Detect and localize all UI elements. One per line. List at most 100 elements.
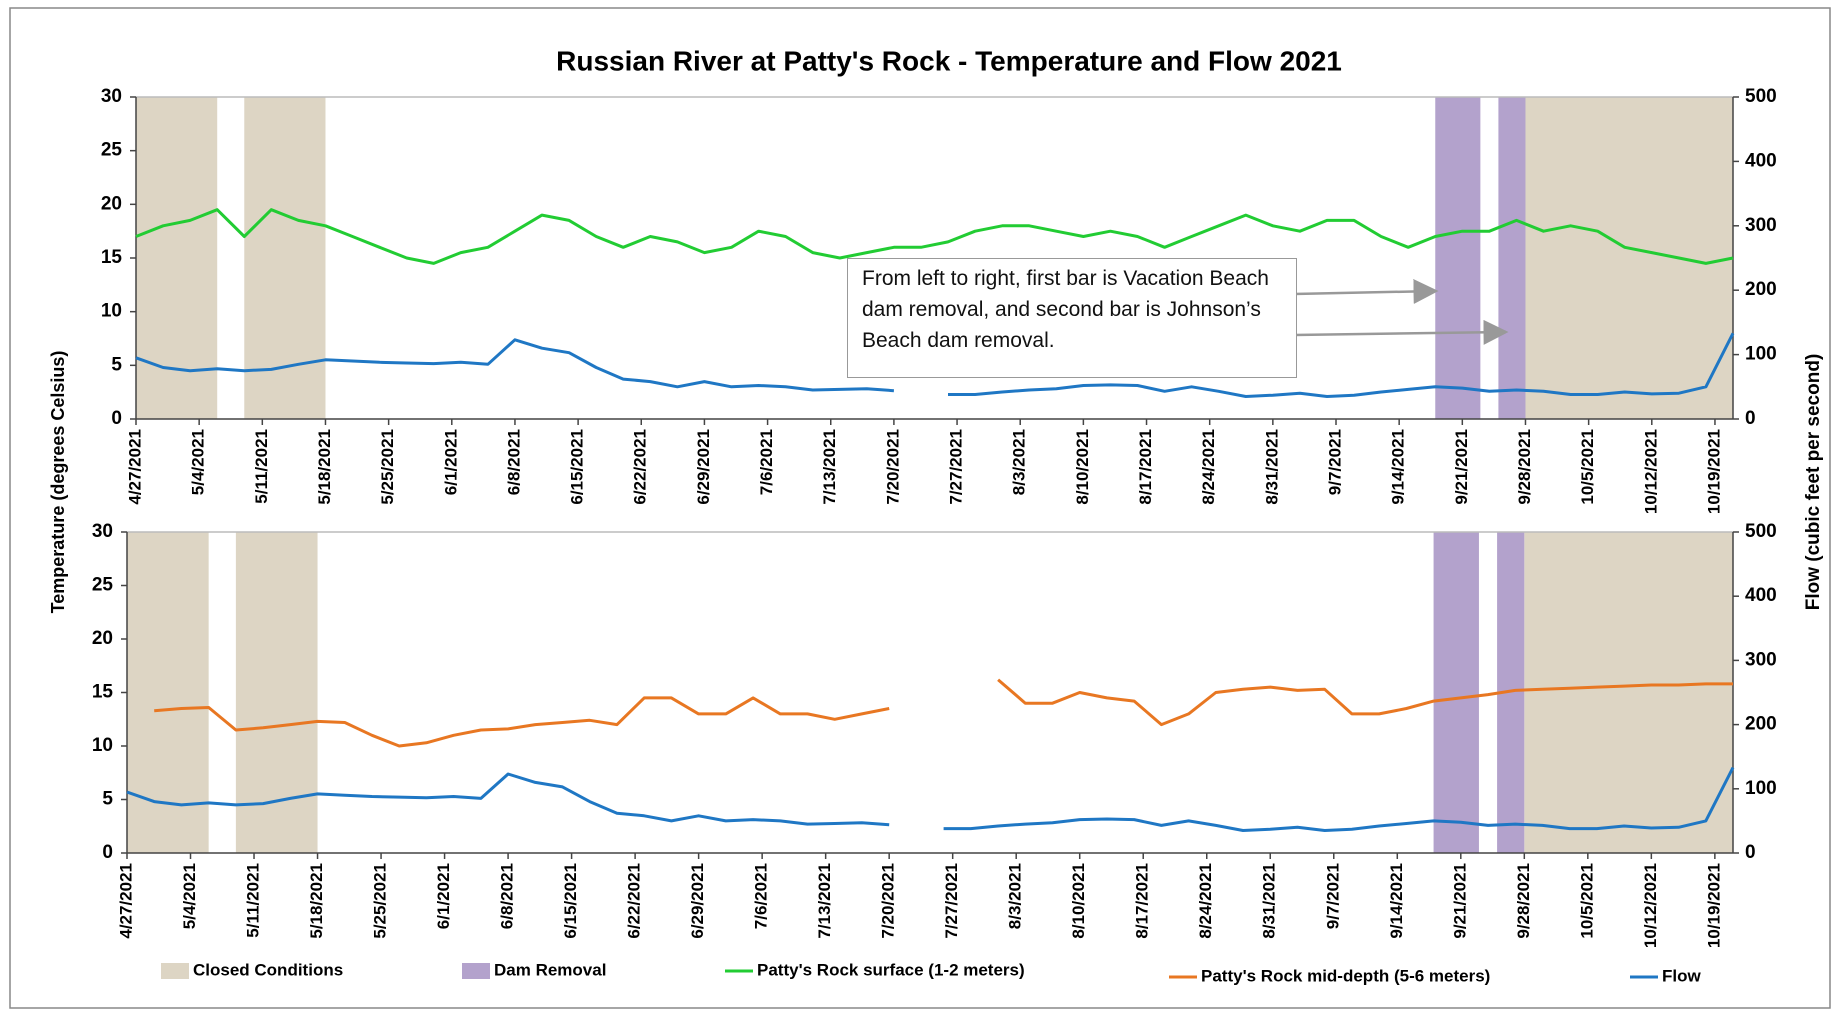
y-tick-label: 10 <box>92 735 113 756</box>
y-tick-label: 20 <box>101 193 122 214</box>
legend-label: Closed Conditions <box>193 960 343 979</box>
x-tick-label: 10/12/2021 <box>1641 863 1660 948</box>
x-tick-label: 9/7/2021 <box>1325 429 1344 495</box>
x-tick-label: 7/20/2021 <box>883 429 902 505</box>
y2-tick-label: 400 <box>1745 585 1777 606</box>
x-tick-label: 6/8/2021 <box>504 429 523 495</box>
x-tick-label: 10/19/2021 <box>1704 863 1723 948</box>
y-tick-label: 30 <box>92 521 113 542</box>
x-tick-label: 6/1/2021 <box>441 429 460 495</box>
x-tick-label: 6/22/2021 <box>631 429 650 505</box>
legend-label: Dam Removal <box>494 960 606 979</box>
x-tick-label: 4/27/2021 <box>125 429 144 505</box>
x-tick-label: 9/28/2021 <box>1514 863 1533 939</box>
y2-tick-label: 100 <box>1745 778 1777 799</box>
x-tick-label: 6/8/2021 <box>498 863 517 929</box>
x-tick-label: 6/29/2021 <box>688 863 707 939</box>
x-tick-label: 8/24/2021 <box>1199 429 1218 505</box>
shaded-span <box>1498 97 1526 419</box>
y-tick-label: 15 <box>92 682 114 703</box>
y2-tick-label: 100 <box>1745 344 1777 365</box>
x-tick-label: 8/3/2021 <box>1006 863 1025 929</box>
x-tick-label: 7/6/2021 <box>752 863 771 929</box>
x-tick-label: 9/21/2021 <box>1450 863 1469 939</box>
x-tick-label: 7/20/2021 <box>879 863 898 939</box>
x-tick-label: 8/3/2021 <box>1010 429 1029 495</box>
x-tick-label: 7/6/2021 <box>757 429 776 495</box>
x-tick-label: 9/7/2021 <box>1323 863 1342 929</box>
series-line <box>135 208 1734 265</box>
annotation: From left to right, first bar is Vacatio… <box>847 258 1297 378</box>
x-tick-label: 5/11/2021 <box>244 863 263 938</box>
x-tick-label: 8/10/2021 <box>1069 863 1088 939</box>
chart-title: Russian River at Patty's Rock - Temperat… <box>556 45 1342 76</box>
x-tick-label: 6/15/2021 <box>568 429 587 505</box>
x-tick-label: 5/4/2021 <box>180 863 199 929</box>
y2-axis-label: Flow (cubic feet per second) <box>1803 354 1824 611</box>
x-tick-label: 8/31/2021 <box>1260 863 1279 939</box>
y2-tick-label: 500 <box>1745 521 1777 542</box>
legend-label: Patty's Rock mid-depth (5-6 meters) <box>1201 966 1490 985</box>
y-tick-label: 25 <box>101 140 123 161</box>
y2-tick-label: 300 <box>1745 215 1777 236</box>
y-axis-label: Temperature (degrees Celsius) <box>48 351 68 614</box>
y-tick-label: 15 <box>101 247 123 268</box>
shaded-span <box>1435 97 1481 419</box>
y2-tick-label: 200 <box>1745 279 1777 300</box>
x-tick-label: 8/17/2021 <box>1133 863 1152 939</box>
shaded-span <box>1525 97 1733 419</box>
x-tick-label: 4/27/2021 <box>116 863 135 939</box>
x-tick-label: 9/28/2021 <box>1515 429 1534 505</box>
y2-tick-label: 500 <box>1745 86 1777 107</box>
legend-label: Patty's Rock surface (1-2 meters) <box>757 960 1025 979</box>
frame <box>9 7 1831 1009</box>
x-tick-label: 9/14/2021 <box>1389 429 1408 505</box>
x-tick-label: 7/13/2021 <box>815 863 834 939</box>
x-tick-label: 5/18/2021 <box>315 429 334 505</box>
y-tick-label: 20 <box>92 628 113 649</box>
x-tick-label: 10/19/2021 <box>1704 429 1723 514</box>
series-line <box>135 332 1735 398</box>
x-tick-label: 9/14/2021 <box>1387 863 1406 939</box>
x-tick-label: 9/21/2021 <box>1452 429 1471 505</box>
shaded-span <box>127 532 209 853</box>
x-tick-label: 7/27/2021 <box>942 863 961 939</box>
y-tick-label: 0 <box>102 842 113 863</box>
x-tick-label: 7/13/2021 <box>820 429 839 505</box>
y-tick-label: 0 <box>111 408 122 429</box>
annotation-arrow <box>1293 319 1509 345</box>
x-tick-label: 5/25/2021 <box>371 863 390 939</box>
x-tick-label: 10/5/2021 <box>1577 863 1596 939</box>
x-tick-label: 5/25/2021 <box>378 429 397 505</box>
series-line <box>154 678 1733 748</box>
shaded-span <box>136 97 218 419</box>
y2-tick-label: 0 <box>1745 842 1756 863</box>
y2-tick-label: 300 <box>1745 649 1777 670</box>
y-tick-label: 5 <box>111 354 122 375</box>
legend-swatch <box>161 963 189 979</box>
x-tick-label: 8/31/2021 <box>1262 429 1281 505</box>
x-tick-label: 5/18/2021 <box>307 863 326 939</box>
x-tick-label: 7/27/2021 <box>947 429 966 505</box>
x-tick-label: 10/5/2021 <box>1578 429 1597 505</box>
legend-label: Flow <box>1662 966 1701 985</box>
x-tick-label: 6/29/2021 <box>694 429 713 505</box>
x-tick-label: 8/10/2021 <box>1073 429 1092 505</box>
series-line <box>126 766 1735 832</box>
annotation-arrow <box>1293 278 1439 304</box>
y2-tick-label: 400 <box>1745 150 1777 171</box>
x-tick-label: 5/11/2021 <box>252 429 271 504</box>
y-tick-label: 25 <box>92 575 114 596</box>
y2-tick-label: 0 <box>1745 408 1756 429</box>
y-tick-label: 5 <box>102 789 113 810</box>
legend-swatch <box>462 963 490 979</box>
shaded-span <box>1524 532 1733 853</box>
x-tick-label: 6/22/2021 <box>625 863 644 939</box>
x-tick-label: 5/4/2021 <box>189 429 208 495</box>
y-tick-label: 10 <box>101 301 122 322</box>
x-tick-label: 10/12/2021 <box>1641 429 1660 514</box>
x-tick-label: 8/17/2021 <box>1136 429 1155 505</box>
y2-tick-label: 200 <box>1745 714 1777 735</box>
